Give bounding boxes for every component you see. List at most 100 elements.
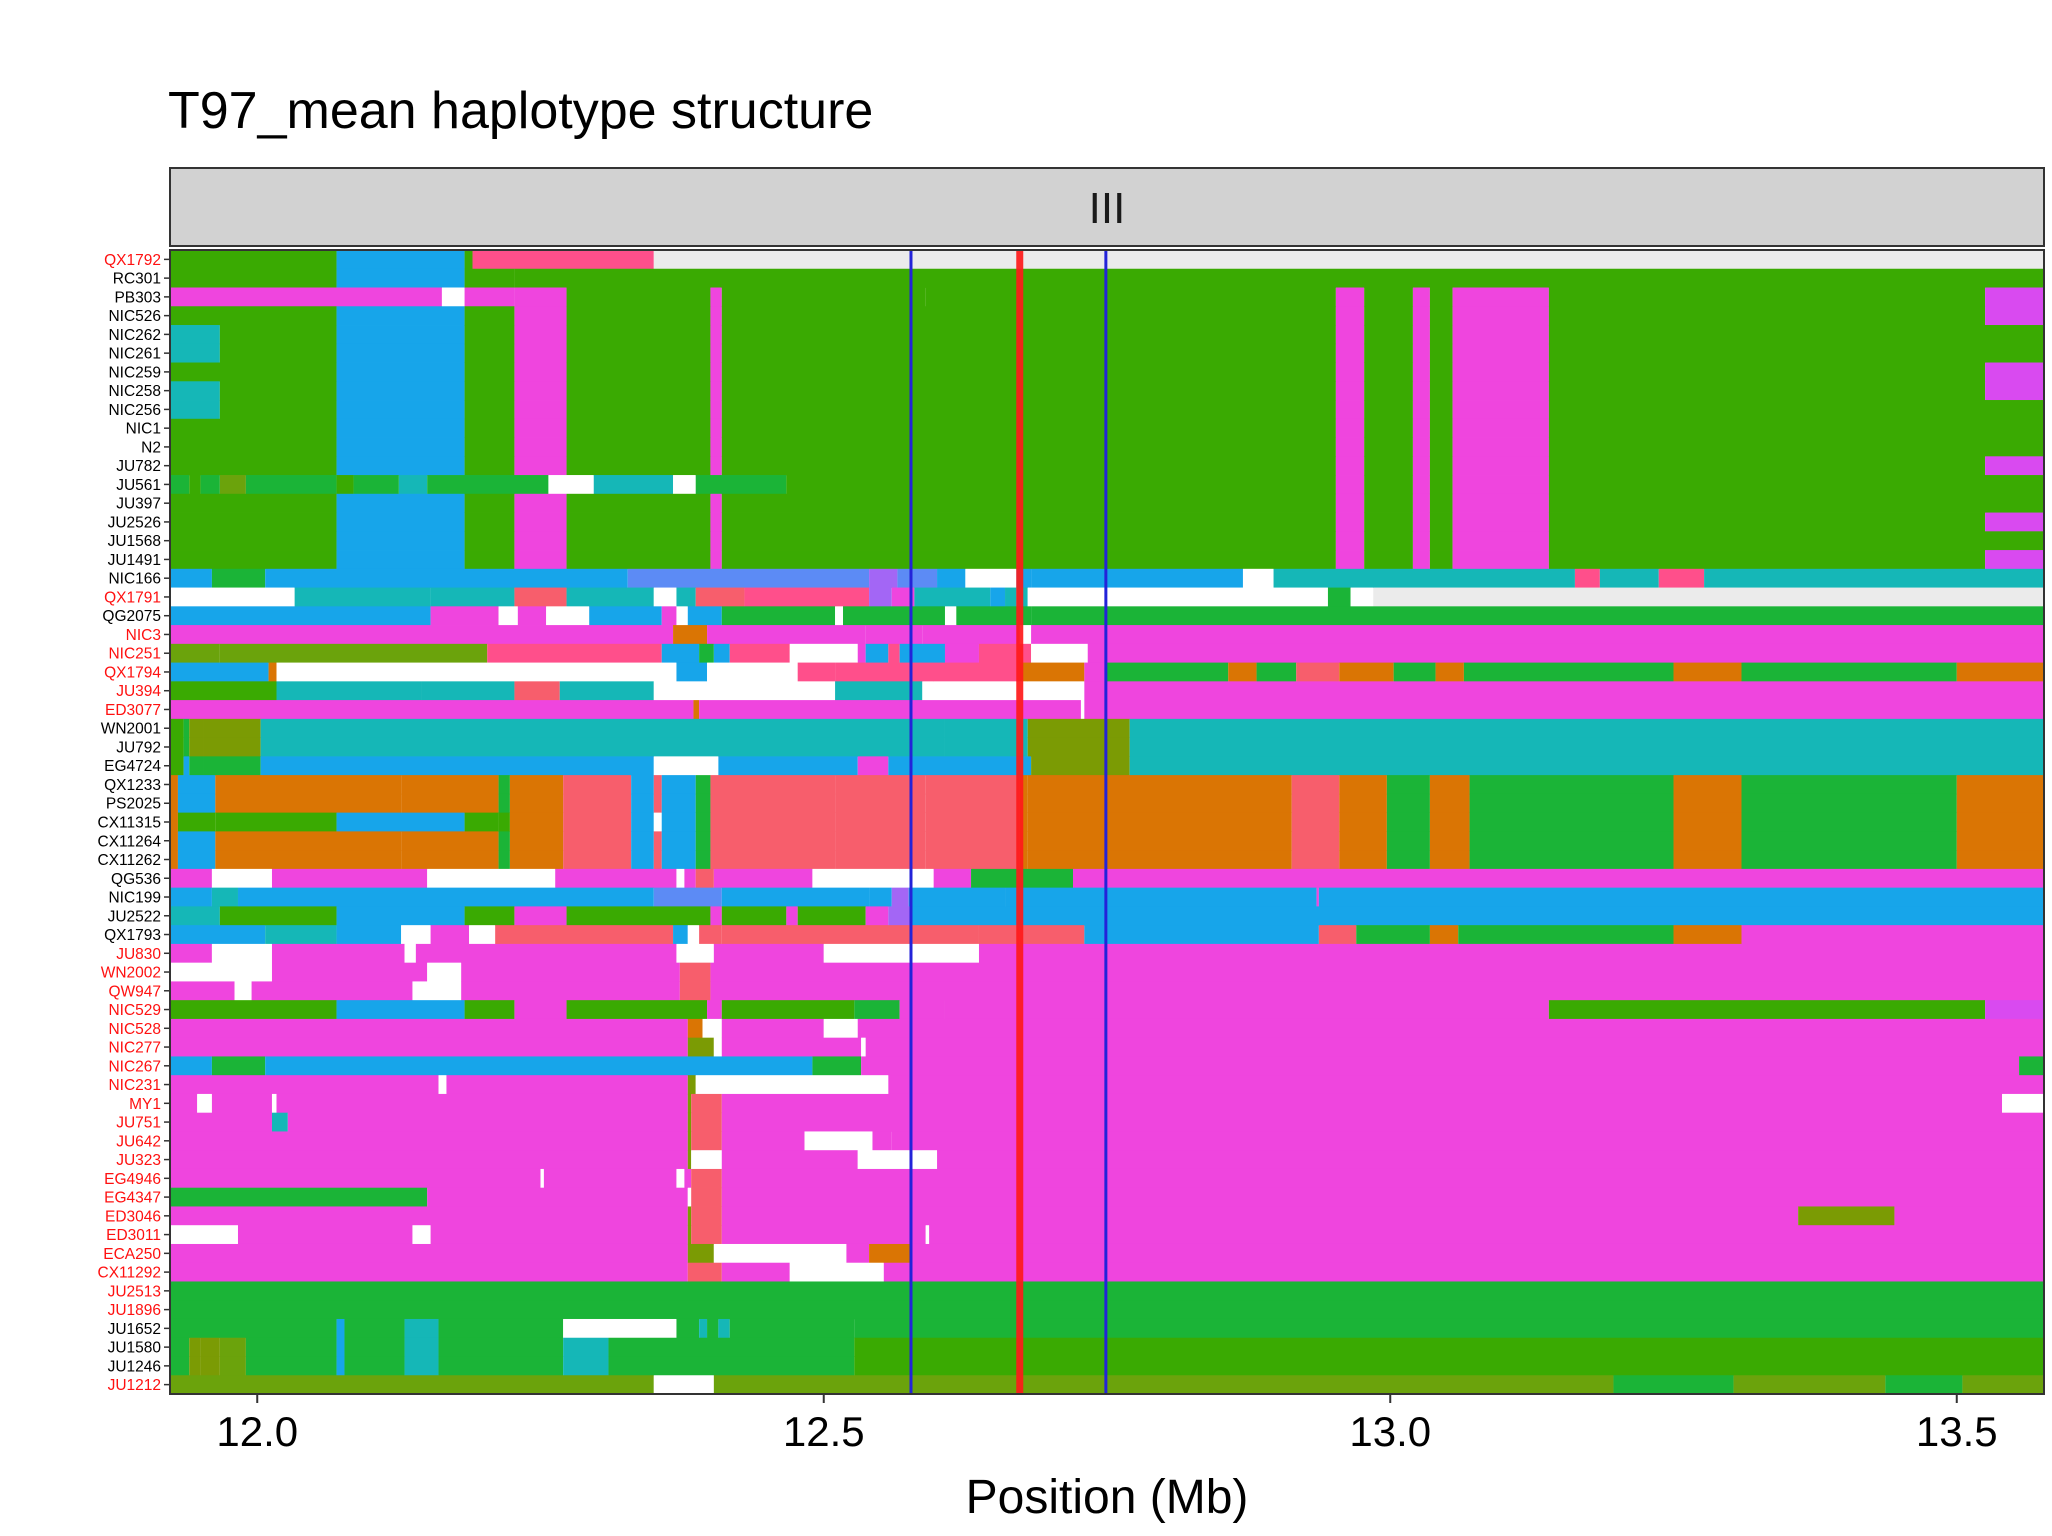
haplotype-segment bbox=[170, 1337, 190, 1357]
haplotype-segment bbox=[177, 793, 216, 814]
haplotype-segment bbox=[1733, 1375, 1886, 1395]
haplotype-segment bbox=[559, 681, 654, 701]
haplotype-segment bbox=[687, 1262, 722, 1282]
haplotype-segment bbox=[336, 1000, 465, 1020]
strain-label: RC301 bbox=[113, 271, 161, 288]
haplotype-segment bbox=[710, 831, 836, 851]
haplotype-segment bbox=[1435, 662, 1464, 682]
haplotype-segment bbox=[1412, 550, 1430, 570]
haplotype-segment bbox=[937, 568, 966, 588]
haplotype-segment bbox=[1364, 325, 1413, 345]
haplotype-segment bbox=[237, 1225, 413, 1245]
haplotype-segment bbox=[464, 512, 515, 532]
strain-label: NIC231 bbox=[108, 1077, 161, 1094]
haplotype-segment bbox=[251, 981, 413, 1001]
haplotype-segment bbox=[944, 1000, 1549, 1020]
haplotype-segment bbox=[404, 1318, 439, 1339]
haplotype-segment bbox=[1027, 587, 1328, 607]
haplotype-segment bbox=[219, 343, 337, 363]
haplotype-segment bbox=[170, 587, 295, 607]
haplotype-segment bbox=[219, 643, 488, 663]
haplotype-segment bbox=[897, 568, 938, 588]
haplotype-segment bbox=[170, 1037, 688, 1057]
haplotype-segment bbox=[404, 943, 416, 964]
haplotype-segment bbox=[1339, 812, 1387, 832]
haplotype-segment bbox=[336, 1356, 345, 1376]
haplotype-segment bbox=[899, 868, 934, 889]
haplotype-segment bbox=[203, 737, 261, 757]
haplotype-segment bbox=[1985, 456, 2044, 476]
haplotype-segment bbox=[891, 1131, 2044, 1151]
haplotype-segment bbox=[1339, 662, 1394, 682]
haplotype-segment bbox=[566, 400, 711, 420]
haplotype-segment bbox=[1412, 287, 1430, 307]
haplotype-segment bbox=[1412, 343, 1430, 363]
haplotype-segment bbox=[910, 906, 2044, 926]
strain-label: JU2526 bbox=[108, 514, 161, 531]
haplotype-segment bbox=[789, 643, 858, 663]
haplotype-segment bbox=[170, 287, 442, 307]
haplotype-segment bbox=[687, 1206, 692, 1226]
haplotype-segment bbox=[498, 812, 510, 832]
haplotype-segment bbox=[857, 1018, 2044, 1039]
haplotype-segment bbox=[710, 981, 2045, 1001]
haplotype-segment bbox=[170, 306, 337, 326]
haplotype-segment bbox=[854, 1337, 2044, 1357]
haplotype-segment bbox=[421, 681, 515, 701]
haplotype-segment bbox=[721, 1187, 2044, 1207]
haplotype-segment bbox=[177, 775, 216, 795]
haplotype-segment bbox=[498, 793, 510, 814]
haplotype-segment bbox=[786, 475, 1336, 495]
haplotype-segment bbox=[1985, 287, 2044, 307]
strain-label: NIC199 bbox=[108, 890, 161, 907]
haplotype-segment bbox=[2019, 1056, 2044, 1076]
haplotype-segment bbox=[908, 887, 1006, 907]
haplotype-segment bbox=[566, 381, 711, 401]
haplotype-segment bbox=[177, 850, 216, 870]
haplotype-segment bbox=[631, 775, 654, 795]
haplotype-segment bbox=[219, 381, 337, 401]
haplotype-segment bbox=[1412, 362, 1430, 382]
haplotype-segment bbox=[631, 812, 654, 832]
haplotype-segment bbox=[430, 1225, 688, 1245]
haplotype-segment bbox=[170, 1112, 272, 1132]
haplotype-segment bbox=[271, 943, 405, 964]
haplotype-segment bbox=[1452, 493, 1549, 513]
haplotype-segment bbox=[566, 325, 711, 345]
haplotype-segment bbox=[1339, 831, 1387, 851]
haplotype-segment bbox=[1335, 493, 1365, 513]
haplotype-segment bbox=[1452, 343, 1549, 363]
haplotype-segment bbox=[1373, 587, 2044, 607]
haplotype-segment bbox=[933, 868, 972, 889]
strain-label: PB303 bbox=[114, 289, 161, 306]
haplotype-segment bbox=[1429, 418, 1453, 438]
haplotype-segment bbox=[713, 943, 824, 964]
haplotype-segment bbox=[215, 793, 402, 814]
haplotype-segment bbox=[404, 1356, 439, 1376]
haplotype-segment bbox=[563, 793, 632, 814]
haplotype-segment bbox=[170, 475, 190, 495]
haplotype-segment bbox=[464, 362, 515, 382]
haplotype-segment bbox=[676, 587, 696, 607]
haplotype-segment bbox=[1548, 550, 1986, 570]
haplotype-segment bbox=[189, 737, 204, 757]
haplotype-segment bbox=[661, 793, 696, 814]
haplotype-segment bbox=[835, 812, 926, 832]
haplotype-segment bbox=[1956, 775, 2044, 795]
haplotype-segment bbox=[1673, 831, 1742, 851]
haplotype-segment bbox=[1985, 362, 2044, 382]
haplotype-segment bbox=[430, 587, 515, 607]
haplotype-segment bbox=[336, 325, 465, 345]
haplotype-segment bbox=[1469, 812, 1674, 832]
haplotype-segment bbox=[865, 906, 889, 926]
haplotype-segment bbox=[1084, 681, 2044, 701]
haplotype-segment bbox=[215, 775, 402, 795]
haplotype-segment bbox=[514, 287, 567, 307]
haplotype-segment bbox=[170, 493, 337, 513]
haplotype-segment bbox=[514, 400, 567, 420]
haplotype-segment bbox=[687, 1112, 692, 1132]
haplotype-segment bbox=[189, 1356, 201, 1376]
haplotype-segment bbox=[699, 925, 722, 945]
haplotype-segment bbox=[721, 1206, 1799, 1226]
haplotype-segment bbox=[1548, 343, 2044, 363]
